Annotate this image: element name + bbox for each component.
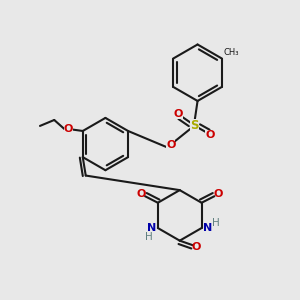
- Text: O: O: [206, 130, 215, 140]
- Text: O: O: [213, 189, 223, 200]
- Text: S: S: [190, 119, 199, 132]
- Text: O: O: [191, 242, 201, 252]
- Text: N: N: [203, 223, 213, 233]
- Text: CH₃: CH₃: [224, 48, 239, 57]
- Text: O: O: [173, 109, 183, 119]
- Text: O: O: [166, 140, 176, 150]
- Text: N: N: [147, 223, 156, 233]
- Text: H: H: [145, 232, 153, 242]
- Text: O: O: [137, 189, 146, 200]
- Text: O: O: [64, 124, 73, 134]
- Text: H: H: [212, 218, 220, 228]
